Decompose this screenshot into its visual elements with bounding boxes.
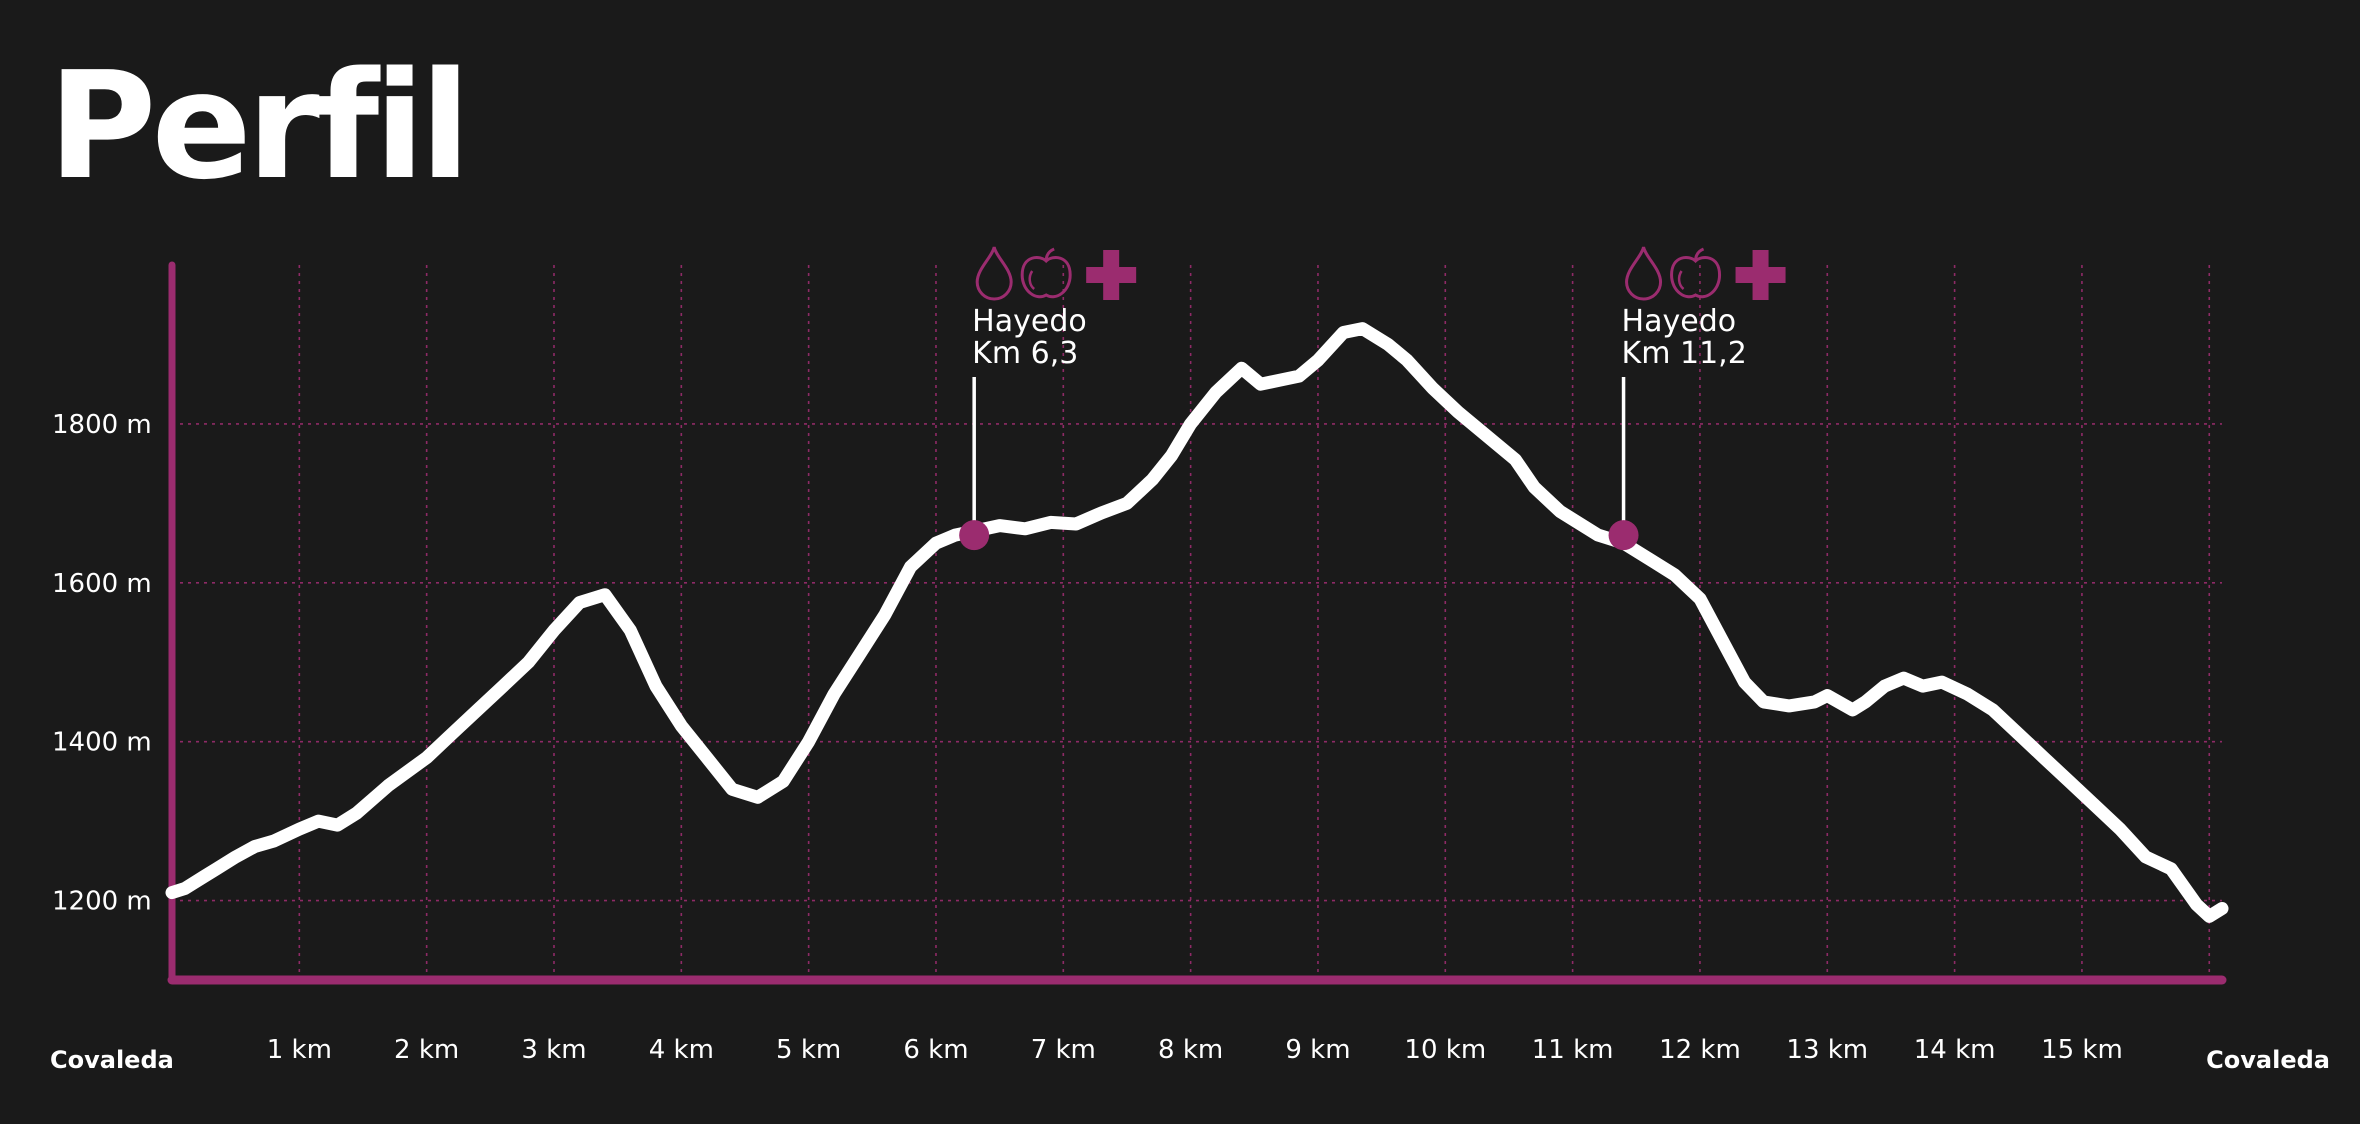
waypoint-km: Km 6,3 [972, 336, 1078, 371]
elevation-line [165, 322, 2229, 923]
x-tick-label: 12 km [1659, 1035, 1741, 1065]
y-tick-label: 1600 m [52, 569, 152, 599]
waypoint-name: Hayedo [1622, 304, 1737, 339]
end-label: Covaleda [2206, 1046, 2330, 1074]
x-tick-label: 9 km [1285, 1035, 1350, 1065]
x-tick-label: 10 km [1404, 1035, 1486, 1065]
apple-icon [1020, 247, 1072, 299]
waypoint-marker [959, 520, 990, 551]
first-aid-cross-icon [1086, 250, 1137, 300]
x-tick-label: 14 km [1914, 1035, 1996, 1065]
x-tick-label: 8 km [1158, 1035, 1223, 1065]
x-tick-label: 6 km [903, 1035, 968, 1065]
first-aid-cross-icon [1735, 250, 1786, 300]
grid [172, 265, 2222, 978]
x-tick-label: 11 km [1532, 1035, 1614, 1065]
page-title: Perfil [48, 40, 471, 212]
waypoint-name: Hayedo [972, 304, 1087, 339]
water-drop-icon [975, 246, 1013, 301]
x-tick-label: 3 km [521, 1035, 586, 1065]
apple-stem [1694, 247, 1705, 262]
y-tick-label: 1400 m [52, 728, 152, 758]
apple-body [1020, 256, 1072, 299]
y-tick-label: 1800 m [52, 410, 152, 440]
x-tick-label: 15 km [2041, 1035, 2123, 1065]
x-tick-label: 4 km [649, 1035, 714, 1065]
apple-body [1670, 256, 1722, 299]
x-tick-label: 2 km [394, 1035, 459, 1065]
apple-shine [1677, 270, 1685, 290]
waypoint-km: Km 11,2 [1622, 336, 1747, 371]
apple-shine [1028, 270, 1036, 290]
x-tick-label: 5 km [776, 1035, 841, 1065]
water-drop-icon [1625, 246, 1663, 301]
y-tick-label: 1200 m [52, 887, 152, 917]
apple-icon [1670, 247, 1722, 299]
waypoint-marker [1608, 520, 1639, 551]
apple-stem [1044, 247, 1055, 262]
x-tick-label: 13 km [1786, 1035, 1868, 1065]
x-tick-label: 7 km [1031, 1035, 1096, 1065]
x-tick-label: 1 km [267, 1035, 332, 1065]
start-label: Covaleda [50, 1046, 174, 1074]
